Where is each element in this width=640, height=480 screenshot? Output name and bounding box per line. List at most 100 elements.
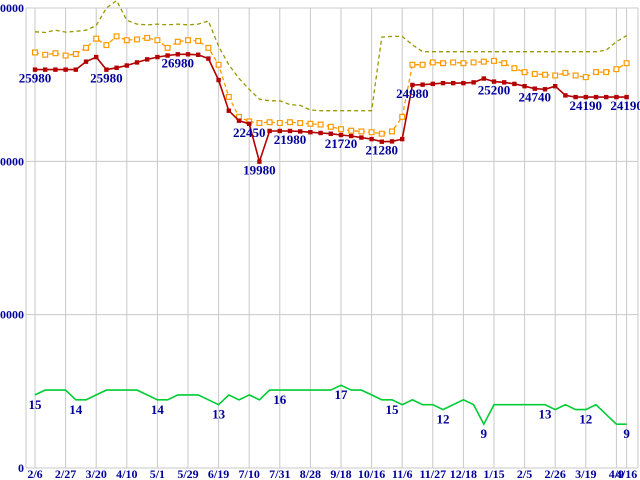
- red-square-marker: [471, 80, 476, 85]
- red-square-marker: [298, 129, 303, 134]
- red-square-marker: [604, 94, 609, 100]
- orange-square-marker: [409, 61, 416, 68]
- red-square-marker: [583, 94, 588, 100]
- red-square-marker: [491, 79, 497, 84]
- y-tick-label: 30000: [0, 1, 24, 15]
- orange-square-marker: [225, 93, 232, 100]
- orange-square-marker: [613, 66, 620, 73]
- red-point-label: 21720: [325, 136, 358, 151]
- orange-square-marker: [358, 128, 365, 135]
- orange-square-marker: [572, 72, 579, 79]
- x-tick-label: 2/5: [517, 467, 532, 480]
- red-square-marker: [420, 82, 425, 87]
- x-tick-label: 2/6: [27, 467, 42, 480]
- red-square-marker: [257, 159, 262, 164]
- orange-square-marker: [82, 44, 89, 51]
- red-square-marker: [226, 108, 231, 113]
- red-point-label: 24190: [610, 98, 640, 113]
- orange-square-marker: [521, 69, 528, 76]
- orange-square-marker: [276, 119, 283, 126]
- red-square-marker: [400, 136, 405, 142]
- red-square-marker: [32, 67, 38, 72]
- red-square-marker: [287, 128, 293, 134]
- red-square-marker: [542, 87, 548, 92]
- orange-square-marker: [389, 128, 396, 135]
- x-tick-label: 3/19: [575, 467, 596, 480]
- green-point-label: 13: [539, 407, 553, 422]
- x-tick-label: 4/9: [609, 467, 624, 480]
- orange-square-marker: [195, 37, 202, 44]
- red-square-marker: [410, 82, 415, 88]
- orange-square-marker: [460, 60, 467, 67]
- red-square-marker: [175, 52, 180, 57]
- red-square-marker: [614, 94, 619, 100]
- orange-square-marker: [368, 129, 375, 136]
- red-square-marker: [379, 139, 384, 144]
- orange-square-marker: [297, 119, 304, 126]
- orange-square-marker: [552, 72, 559, 79]
- red-square-marker: [236, 118, 242, 123]
- red-square-marker: [165, 53, 170, 58]
- green-point-label: 12: [437, 412, 450, 427]
- red-square-marker: [563, 93, 568, 98]
- green-point-label: 12: [579, 412, 592, 427]
- red-point-label: 24740: [519, 90, 552, 105]
- orange-square-marker: [623, 60, 630, 67]
- green-point-label: 14: [69, 402, 83, 417]
- red-square-marker: [155, 54, 160, 60]
- red-square-marker: [83, 59, 89, 64]
- red-square-marker: [145, 57, 150, 62]
- orange-square-marker: [307, 120, 314, 127]
- green-point-label: 13: [212, 407, 226, 422]
- red-point-label: 26980: [162, 55, 195, 70]
- orange-square-marker: [93, 35, 100, 42]
- orange-square-marker: [31, 49, 38, 56]
- orange-square-marker: [266, 119, 273, 126]
- red-square-marker: [73, 67, 78, 72]
- x-tick-label: 4/16: [616, 467, 637, 480]
- orange-square-marker: [123, 37, 130, 44]
- y-tick-label: 0: [18, 461, 24, 475]
- orange-square-marker: [480, 58, 487, 65]
- red-square-marker: [277, 128, 282, 134]
- red-square-marker: [522, 84, 527, 89]
- y-tick-label: 10000: [0, 308, 24, 322]
- x-tick-label: 11/6: [392, 467, 413, 480]
- x-tick-label: 2/26: [545, 467, 566, 480]
- red-square-marker: [359, 135, 364, 140]
- orange-square-marker: [185, 37, 192, 44]
- green-line: [34, 384, 627, 426]
- red-square-marker: [43, 67, 48, 72]
- red-point-label: 19980: [243, 163, 276, 178]
- orange-square-marker: [144, 34, 151, 41]
- red-point-label: 25200: [478, 83, 511, 98]
- red-square-marker: [593, 94, 599, 100]
- red-square-marker: [369, 136, 374, 142]
- red-square-marker: [461, 80, 466, 86]
- orange-square-marker: [134, 36, 141, 43]
- orange-square-marker: [348, 127, 355, 134]
- orange-square-marker: [52, 50, 59, 57]
- orange-square-marker: [103, 42, 110, 49]
- red-square-marker: [440, 80, 446, 86]
- x-tick-label: 9/18: [330, 467, 351, 480]
- x-tick-label: 10/16: [358, 467, 385, 480]
- red-point-label: 24980: [396, 86, 429, 101]
- orange-square-marker: [562, 69, 569, 76]
- red-point-label: 25980: [90, 71, 123, 86]
- red-square-marker: [624, 94, 629, 100]
- x-tick-label: 8/28: [300, 467, 321, 480]
- x-tick-label: 3/20: [86, 467, 107, 480]
- x-tick-label: 4/10: [116, 467, 137, 480]
- red-point-label: 25980: [19, 71, 52, 86]
- green-point-label: 14: [151, 402, 165, 417]
- red-square-marker: [512, 81, 517, 87]
- green-point-label: 15: [386, 402, 400, 417]
- red-square-marker: [185, 52, 191, 57]
- red-point-label: 22450: [233, 125, 266, 140]
- orange-square-marker: [470, 59, 477, 66]
- red-square-marker: [532, 86, 537, 91]
- orange-square-marker: [399, 113, 406, 120]
- red-square-marker: [196, 52, 201, 57]
- orange-square-marker: [501, 60, 508, 67]
